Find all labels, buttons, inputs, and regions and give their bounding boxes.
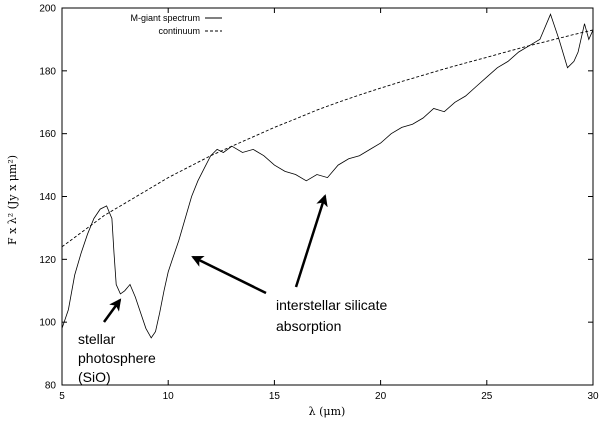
x-tick-label: 15 bbox=[269, 391, 281, 402]
x-tick-labels: 5 10 15 20 25 30 bbox=[59, 391, 599, 402]
arrow-photosphere bbox=[102, 298, 122, 323]
annotation-photosphere-line-1: stellar bbox=[78, 331, 116, 347]
legend-label-spectrum: M-giant spectrum bbox=[130, 13, 200, 23]
y-tick-label: 200 bbox=[39, 4, 56, 15]
legend: M-giant spectrum continuum bbox=[130, 13, 222, 36]
x-tick-label: 30 bbox=[587, 391, 599, 402]
series-layer bbox=[61, 13, 594, 339]
x-axis-label: λ (μm) bbox=[309, 405, 346, 418]
y-tick-label: 160 bbox=[39, 129, 56, 140]
y-tick-label: 180 bbox=[39, 66, 56, 77]
series-line-continuum bbox=[61, 29, 594, 248]
y-axis-label: F x λ² (Jy x μm²) bbox=[6, 155, 19, 245]
arrow-silicate-left bbox=[191, 255, 267, 295]
annotation-photosphere-line-3: (SiO) bbox=[78, 369, 111, 385]
annotation-photosphere: stellar photosphere (SiO) bbox=[78, 298, 156, 385]
x-tick-label: 25 bbox=[481, 391, 493, 402]
series-line-spectrum bbox=[61, 13, 594, 339]
y-tick-labels: 80 100 120 140 160 180 200 bbox=[39, 4, 56, 392]
arrow-silicate-right bbox=[294, 194, 328, 288]
legend-label-continuum: continuum bbox=[158, 26, 200, 36]
annotation-photosphere-line-2: photosphere bbox=[78, 350, 156, 366]
annotation-silicate: interstellar silicate absorption bbox=[191, 194, 387, 334]
y-tick-label: 140 bbox=[39, 192, 56, 203]
annotation-silicate-line-1: interstellar silicate bbox=[276, 297, 387, 313]
y-tick-label: 80 bbox=[45, 381, 57, 392]
axis-ticks bbox=[61, 7, 594, 386]
y-tick-label: 100 bbox=[39, 318, 56, 329]
y-tick-label: 120 bbox=[39, 255, 56, 266]
x-tick-label: 20 bbox=[375, 391, 387, 402]
x-tick-label: 10 bbox=[163, 391, 175, 402]
annotation-silicate-line-2: absorption bbox=[276, 318, 341, 334]
x-tick-label: 5 bbox=[59, 391, 65, 402]
